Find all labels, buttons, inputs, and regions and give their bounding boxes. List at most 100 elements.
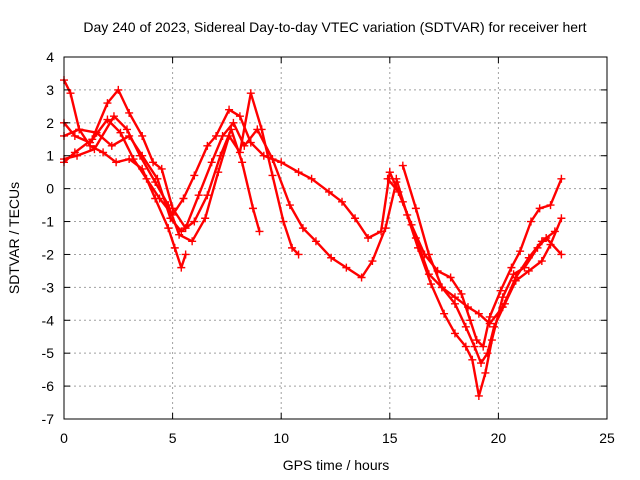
data-point — [90, 145, 99, 154]
data-point — [477, 359, 486, 368]
data-point — [175, 230, 184, 239]
data-point — [75, 125, 84, 134]
data-point — [142, 174, 151, 183]
data-point — [164, 224, 173, 233]
data-point — [470, 342, 479, 351]
data-point — [392, 174, 401, 183]
data-point — [225, 131, 234, 140]
data-point — [157, 164, 166, 173]
data-point — [381, 224, 390, 233]
data-point — [112, 158, 121, 167]
y-tick-label: 1 — [46, 148, 54, 164]
x-tick-label: 15 — [382, 430, 398, 446]
data-point — [149, 158, 158, 167]
data-point — [207, 158, 216, 167]
data-point — [487, 336, 496, 345]
grid-layer — [64, 57, 607, 419]
data-point — [103, 115, 112, 124]
y-tick-label: 4 — [46, 49, 54, 65]
x-tick-label: 10 — [273, 430, 289, 446]
data-point — [526, 217, 535, 226]
series-line — [401, 164, 557, 325]
series-line — [386, 177, 563, 348]
data-point — [485, 319, 494, 328]
data-point — [437, 283, 446, 292]
data-point — [364, 234, 373, 242]
data-point — [255, 227, 264, 236]
series-track-9 — [398, 161, 559, 328]
data-point — [351, 214, 360, 223]
data-point — [116, 128, 125, 137]
data-point — [461, 322, 470, 331]
data-point — [307, 174, 316, 183]
data-point — [498, 303, 507, 312]
y-tick-label: -2 — [42, 246, 55, 262]
series-line — [62, 91, 300, 256]
series-line — [62, 108, 391, 240]
data-point — [298, 224, 307, 233]
data-point — [427, 280, 436, 289]
data-point — [259, 151, 268, 160]
data-point — [227, 125, 236, 134]
chart-title: Day 240 of 2023, Sidereal Day-to-day VTE… — [83, 19, 586, 35]
data-point — [324, 187, 333, 196]
data-point — [155, 194, 164, 203]
data-point — [474, 391, 483, 400]
data-point — [277, 158, 286, 167]
data-point — [164, 201, 173, 210]
y-tick-label: -6 — [42, 378, 55, 394]
data-point — [385, 168, 394, 177]
data-point — [294, 250, 303, 259]
data-point — [114, 85, 123, 94]
data-point — [472, 336, 481, 345]
data-point — [537, 257, 546, 266]
data-point — [109, 112, 118, 121]
data-point — [257, 125, 266, 134]
tick-layer: 0 5 10 15 20 25 -7 -6 -5 -4 -3 -2 -1 0 1 2 3 4 — [42, 49, 615, 446]
data-point — [92, 128, 101, 137]
data-point — [481, 368, 490, 377]
data-point — [294, 168, 303, 177]
x-tick-label: 0 — [60, 430, 68, 446]
data-point — [179, 194, 188, 203]
x-tick-label: 25 — [599, 430, 615, 446]
data-point — [73, 151, 82, 160]
data-point — [411, 204, 420, 213]
data-point — [229, 118, 238, 127]
data-point — [188, 237, 197, 246]
data-point — [461, 342, 470, 351]
data-point — [238, 158, 247, 167]
data-point — [190, 171, 199, 180]
data-point — [496, 286, 505, 295]
data-point — [457, 289, 466, 298]
x-axis-label: GPS time / hours — [283, 457, 390, 473]
data-point — [546, 201, 555, 210]
x-tick-label: 20 — [491, 430, 507, 446]
data-point — [107, 141, 116, 150]
data-point — [463, 303, 472, 312]
data-point — [338, 197, 347, 206]
y-tick-label: 2 — [46, 115, 54, 131]
data-point — [557, 174, 566, 183]
y-tick-label: -1 — [42, 214, 55, 230]
data-point — [450, 293, 459, 302]
data-point — [246, 89, 255, 98]
data-point — [537, 237, 546, 246]
data-point — [440, 309, 449, 318]
data-point — [398, 161, 407, 170]
series-track-8 — [383, 174, 566, 351]
y-tick-label: -3 — [42, 279, 55, 295]
y-tick-label: -4 — [42, 312, 55, 328]
data-point — [268, 171, 277, 180]
data-point — [446, 273, 455, 282]
y-tick-label: -5 — [42, 345, 55, 361]
data-point — [201, 214, 210, 223]
data-point — [99, 148, 108, 157]
data-point — [203, 141, 212, 150]
data-point — [311, 237, 320, 246]
data-point — [151, 178, 160, 187]
data-point — [424, 250, 433, 259]
x-tick-label: 5 — [169, 430, 177, 446]
data-point — [524, 266, 533, 275]
